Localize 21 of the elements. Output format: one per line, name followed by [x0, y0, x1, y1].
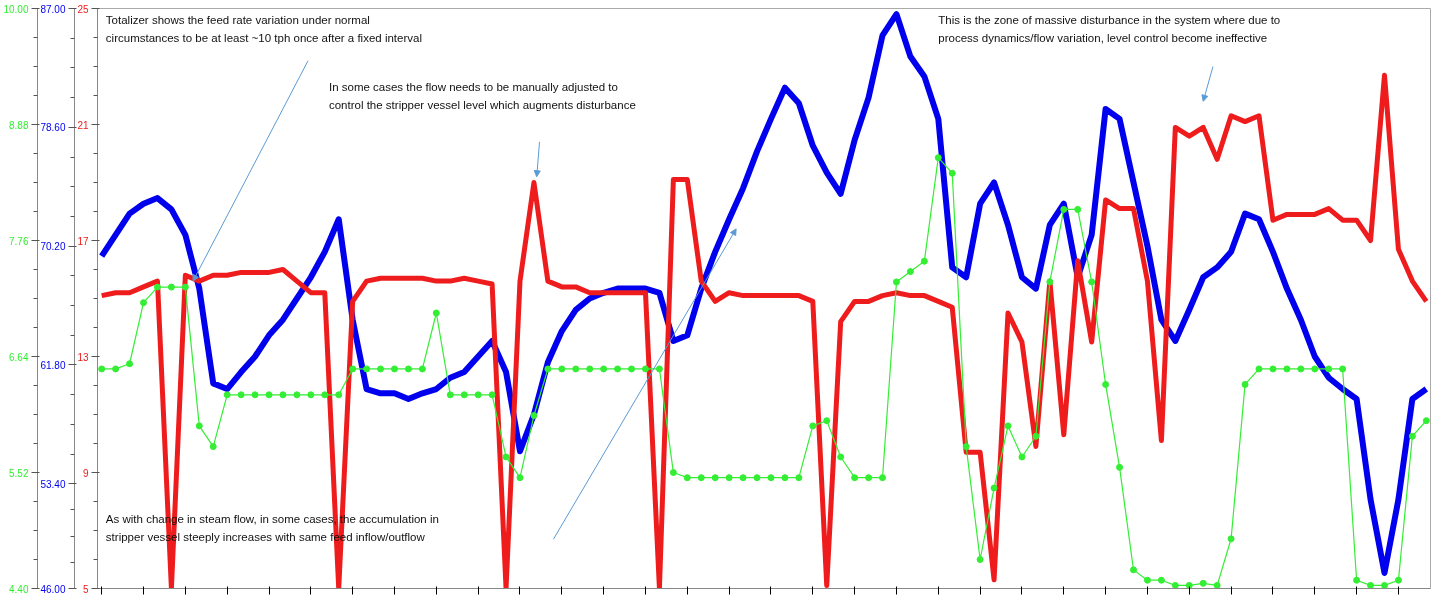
y3-tick-label: 4.40: [9, 583, 29, 595]
annotation: In some cases the flow needs to be manually adjusted to control the stripper vessel level which augments disturbance: [328, 81, 636, 111]
y-tick-label: 25: [77, 3, 89, 15]
y-tick-label: 5: [82, 583, 89, 595]
y2-tick-label: 78.60: [40, 122, 66, 134]
annotation: Totalizer shows the feed rate variation under normal circumstances to be at least ~10 tph once after a fixed interval: [105, 14, 422, 45]
y3-tick-label: 5.52: [9, 467, 29, 479]
y-tick-label: 17: [77, 235, 89, 247]
y3-tick-label: 6.64: [9, 351, 29, 363]
y-tick-label: 13: [77, 351, 89, 363]
y2-tick-label: 61.80: [40, 359, 66, 371]
annotation: This is the zone of massive disturbance in the system where due to process dynamics/flow variation, level control become ineffective: [938, 14, 1281, 45]
y2-tick-label: 53.40: [40, 478, 66, 490]
y2-tick-label: 87.00: [40, 3, 66, 15]
y2-tick-label: 46.00: [40, 583, 66, 595]
y-tick-label: 21: [77, 119, 89, 131]
y3-tick-label: 8.88: [9, 119, 29, 131]
y2-tick-label: 70.20: [40, 241, 66, 253]
y3-tick-label: 7.76: [9, 235, 29, 247]
y-tick-label: 9: [82, 467, 89, 479]
y3-tick-label: 10.00: [3, 3, 29, 15]
